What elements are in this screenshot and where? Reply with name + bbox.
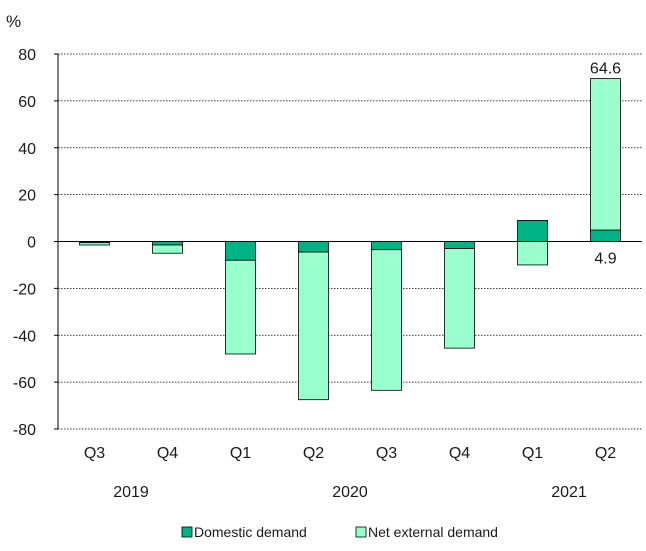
bar-domestic-demand [371,241,402,251]
y-tick-label: -60 [13,375,36,392]
bar-domestic-demand [298,241,329,253]
bar-net-external-demand [590,78,621,231]
y-tick-label: 0 [27,235,36,252]
bar-domestic-demand [444,241,475,249]
x-tick-label: Q4 [449,445,470,462]
gridlines [58,53,642,430]
x-tick-label: Q2 [595,445,616,462]
y-unit-label: % [6,12,21,31]
year-label: 2019 [113,484,149,501]
bar-net-external-demand [79,242,110,246]
y-tick-label: 80 [18,47,36,64]
legend-swatch [181,526,193,538]
x-tick-label: Q4 [157,445,178,462]
legend: Domestic demand Net external demand [181,524,498,540]
y-tick-label: -40 [13,328,36,345]
bar-net-external-demand [152,244,183,254]
x-tick-label: Q3 [376,445,397,462]
x-tick-label: Q1 [230,445,251,462]
y-tick-label: -20 [13,281,36,298]
bar-net-external-demand [444,248,475,349]
y-tick-label: 20 [18,188,36,205]
x-tick-label: Q1 [522,445,543,462]
x-axis-labels: Q3 Q4 Q1 Q2 Q3 Q4 Q1 Q2 2019 2020 2021 [84,445,616,501]
axes [54,53,642,430]
data-label: 4.9 [594,251,616,268]
bar-domestic-demand [152,241,183,246]
bar-net-external-demand [225,259,256,355]
bar-domestic-demand [225,241,256,261]
y-tick-label: 60 [18,94,36,111]
bar-domestic-demand [590,229,621,242]
bar-net-external-demand [517,241,548,266]
bars [79,78,621,401]
data-labels: 64.6 4.9 [590,61,621,268]
y-tick-label: 40 [18,141,36,158]
year-label: 2021 [551,484,587,501]
bar-net-external-demand [298,251,329,401]
legend-label: Domestic demand [194,524,307,540]
year-label: 2020 [332,484,368,501]
x-tick-label: Q2 [303,445,324,462]
y-axis-ticks: 80 60 40 20 0 -20 -40 -60 -80 [13,47,36,439]
legend-label: Net external demand [368,524,498,540]
bar-net-external-demand [371,249,402,391]
bar-domestic-demand [517,220,548,242]
data-label: 64.6 [590,61,621,78]
y-tick-label: -80 [13,422,36,439]
x-tick-label: Q3 [84,445,105,462]
legend-swatch [355,526,367,538]
